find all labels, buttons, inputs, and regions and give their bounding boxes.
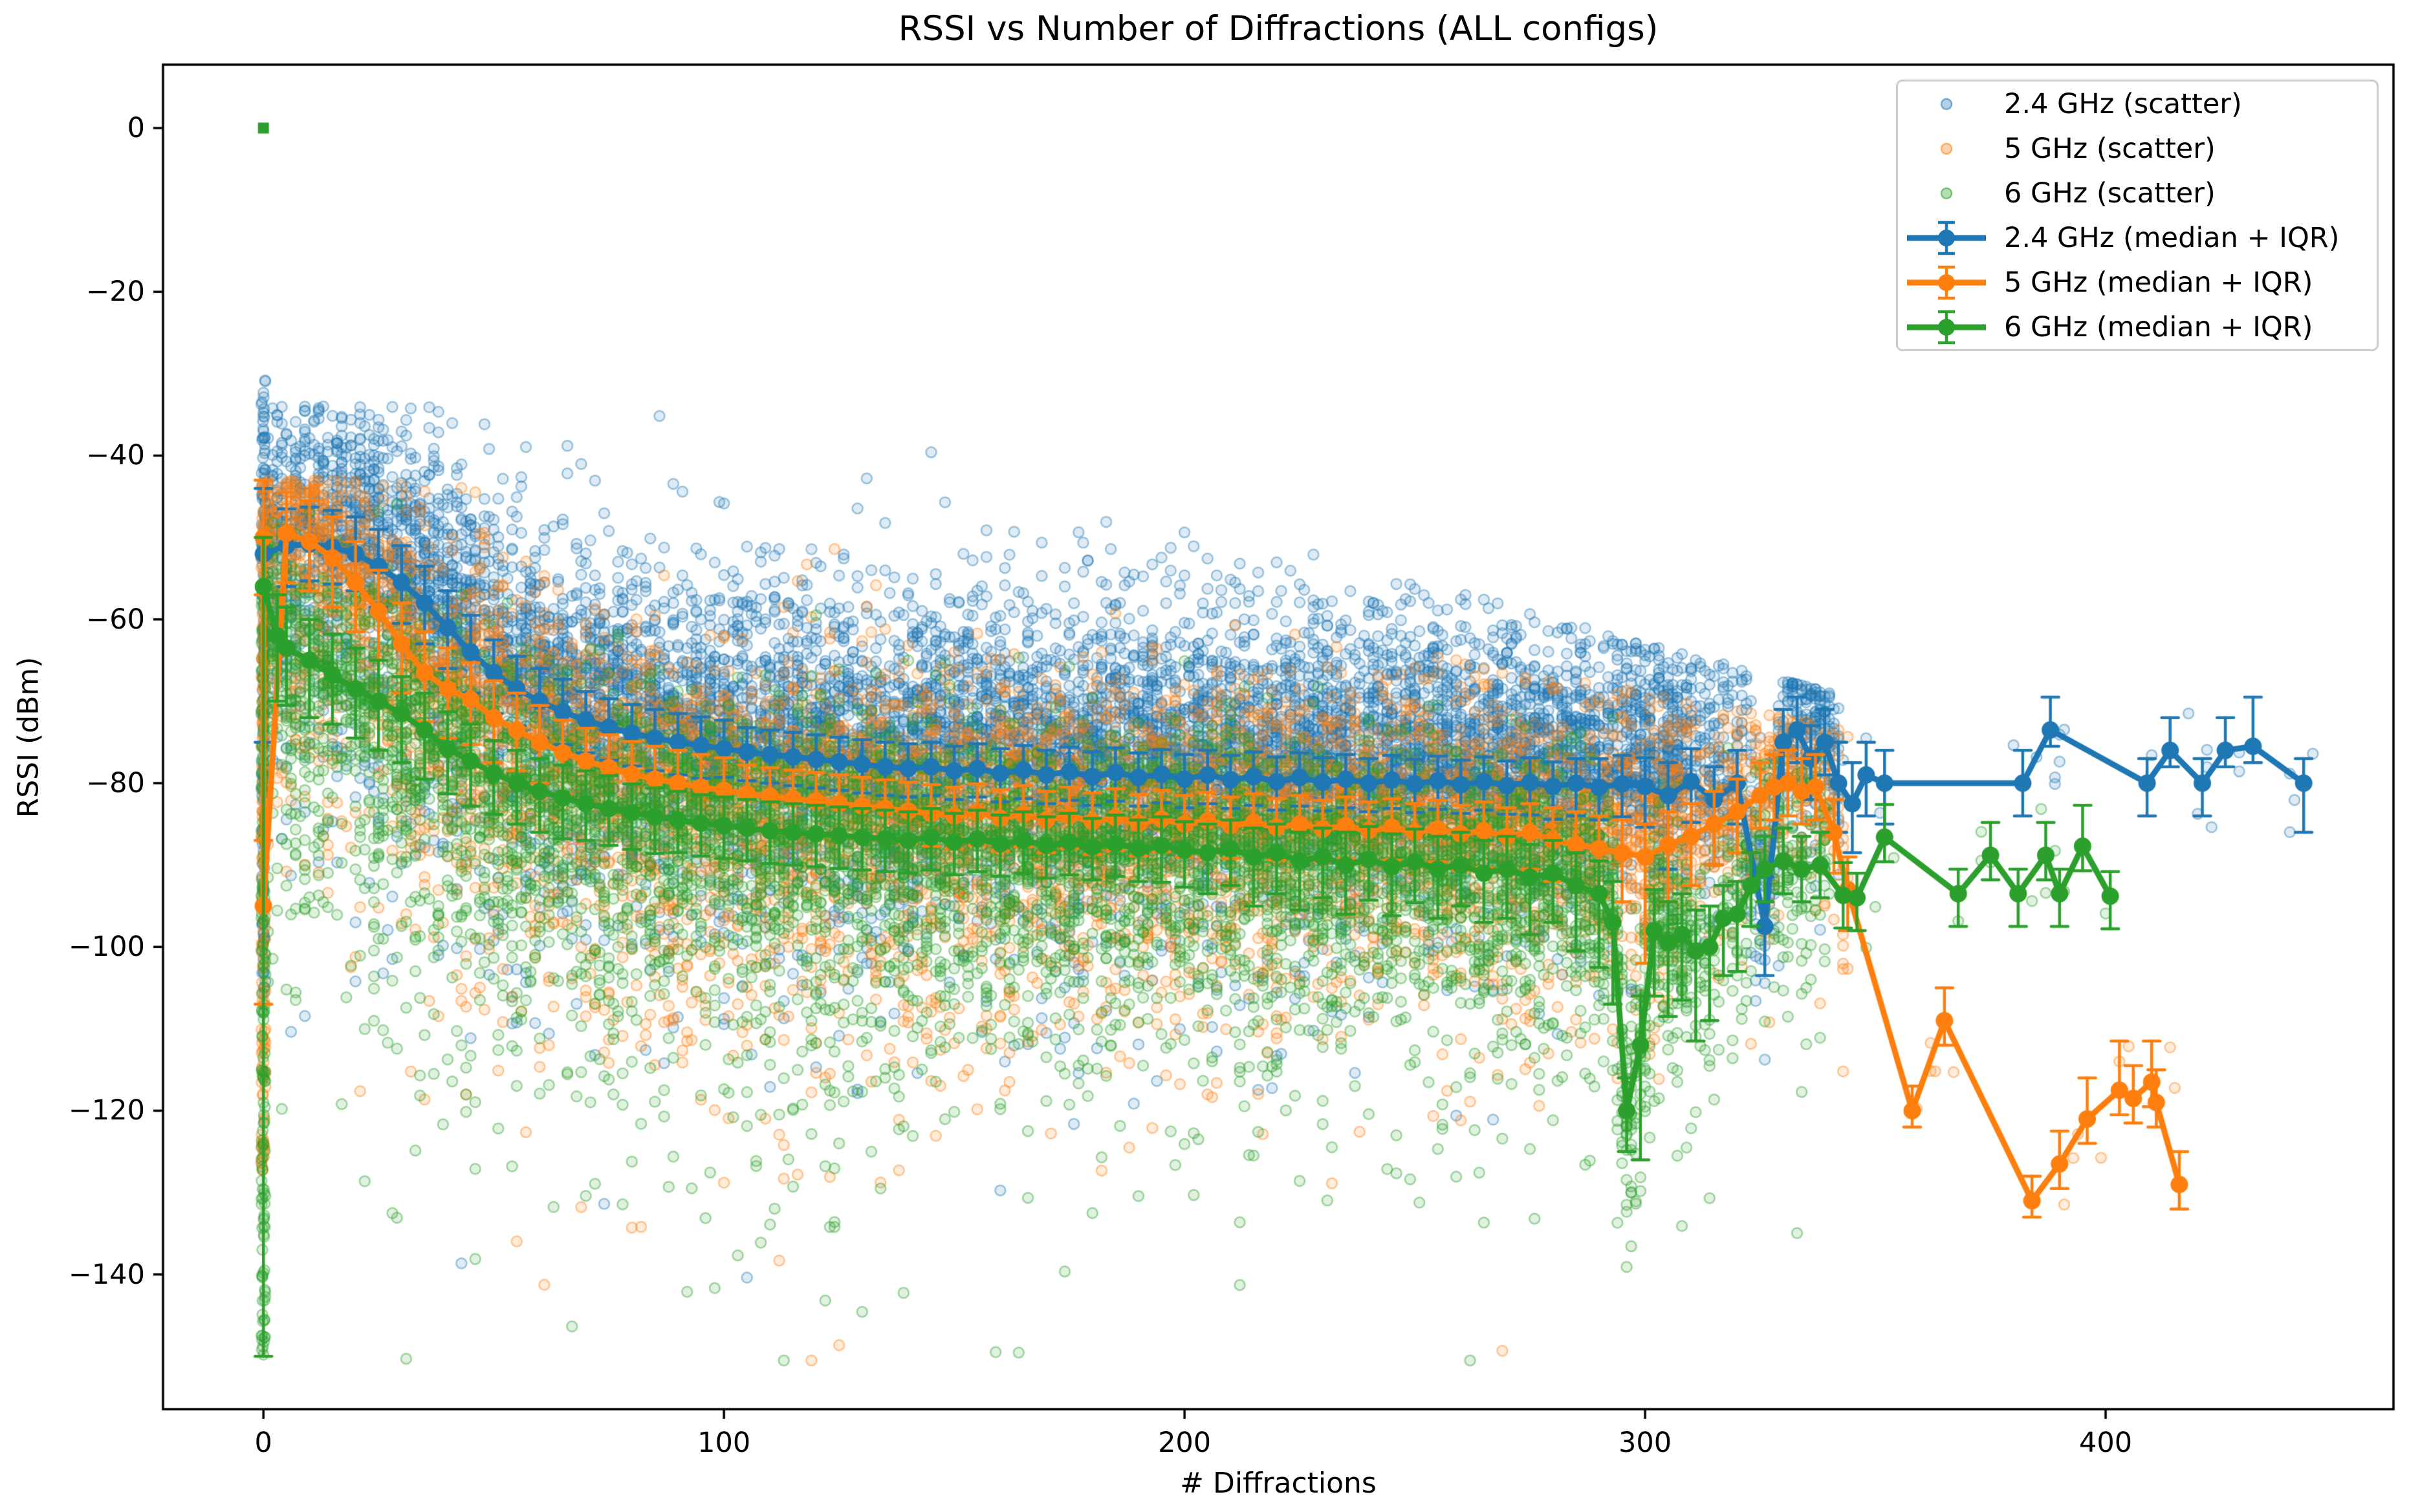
legend-row: 2.4 GHz (median + IQR): [1898, 215, 2377, 260]
y-tick-label: −100: [68, 931, 145, 964]
legend-label: 2.4 GHz (median + IQR): [2004, 221, 2340, 254]
errorbar-icon: [1907, 221, 1986, 255]
legend-row: 6 GHz (median + IQR): [1898, 305, 2377, 349]
x-tick-label: 400: [2078, 1427, 2133, 1459]
x-tick-label: 0: [254, 1427, 272, 1459]
legend-label: 5 GHz (median + IQR): [2004, 266, 2313, 299]
legend-label: 5 GHz (scatter): [2004, 132, 2216, 165]
legend-row: 2.4 GHz (scatter): [1898, 81, 2377, 126]
y-tick-label: 0: [127, 112, 145, 144]
legend-label: 6 GHz (scatter): [2004, 177, 2216, 210]
legend: 2.4 GHz (scatter) 5 GHz (scatter) 6 GHz …: [1896, 80, 2379, 351]
legend-row: 6 GHz (scatter): [1898, 171, 2377, 215]
y-tick-label: −20: [86, 275, 145, 308]
legend-label: 2.4 GHz (scatter): [2004, 87, 2242, 120]
legend-label: 6 GHz (median + IQR): [2004, 310, 2313, 343]
errorbar-icon: [1907, 310, 1986, 344]
x-axis-label: # Diffractions: [1180, 1467, 1377, 1500]
x-tick-label: 200: [1158, 1427, 1212, 1459]
legend-row: 5 GHz (median + IQR): [1898, 260, 2377, 305]
scatter-dot-icon: [1940, 142, 1953, 155]
y-tick-label: −40: [86, 439, 145, 472]
y-tick-label: −60: [86, 603, 145, 636]
scatter-dot-icon: [1940, 187, 1953, 199]
y-tick-label: −140: [68, 1258, 145, 1291]
errorbar-icon: [1907, 265, 1986, 299]
scatter-dot-icon: [1940, 98, 1953, 110]
y-tick-label: −80: [86, 766, 145, 799]
y-tick-label: −120: [68, 1094, 145, 1127]
x-tick-label: 300: [1619, 1427, 1672, 1459]
x-tick-label: 100: [697, 1427, 751, 1459]
chart-title: RSSI vs Number of Diffractions (ALL conf…: [898, 9, 1659, 49]
legend-row: 5 GHz (scatter): [1898, 126, 2377, 171]
